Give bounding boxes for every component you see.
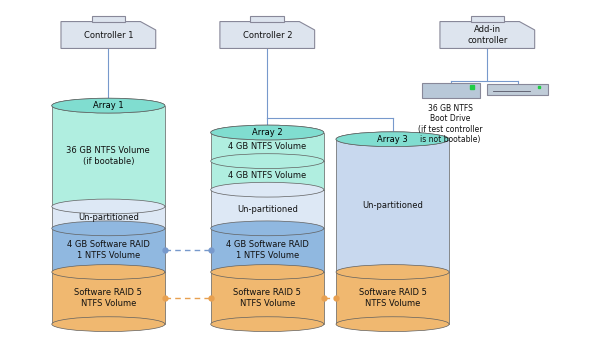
- Bar: [336, 139, 449, 272]
- Ellipse shape: [336, 132, 449, 147]
- Ellipse shape: [211, 125, 324, 140]
- Text: Array 1: Array 1: [93, 101, 123, 110]
- Text: Un-partitioned: Un-partitioned: [362, 201, 423, 210]
- Text: 36 GB NTFS
Boot Drive
(if test controller
is not bootable): 36 GB NTFS Boot Drive (if test controlle…: [418, 104, 483, 144]
- Text: Un-partitioned: Un-partitioned: [237, 204, 298, 214]
- Bar: [52, 206, 165, 228]
- Text: Un-partitioned: Un-partitioned: [78, 213, 139, 222]
- Text: Add-in
controller: Add-in controller: [467, 25, 508, 45]
- Bar: [470, 16, 504, 22]
- Ellipse shape: [336, 317, 449, 332]
- Ellipse shape: [211, 125, 324, 140]
- Ellipse shape: [336, 132, 449, 147]
- Text: 4 GB Software RAID
1 NTFS Volume: 4 GB Software RAID 1 NTFS Volume: [226, 240, 309, 260]
- Ellipse shape: [52, 265, 165, 279]
- Ellipse shape: [336, 265, 449, 279]
- Text: Controller 1: Controller 1: [84, 31, 133, 40]
- Text: Software RAID 5
NTFS Volume: Software RAID 5 NTFS Volume: [233, 288, 301, 308]
- Ellipse shape: [211, 221, 324, 236]
- Bar: [211, 272, 324, 324]
- Text: Controller 2: Controller 2: [243, 31, 292, 40]
- Bar: [488, 84, 548, 95]
- Bar: [251, 16, 284, 22]
- Text: 36 GB NTFS Volume
(if bootable): 36 GB NTFS Volume (if bootable): [66, 146, 150, 166]
- Ellipse shape: [52, 199, 165, 214]
- Bar: [211, 133, 324, 161]
- Text: 4 GB NTFS Volume: 4 GB NTFS Volume: [228, 171, 306, 180]
- Text: 4 GB NTFS Volume: 4 GB NTFS Volume: [228, 142, 306, 151]
- Bar: [52, 228, 165, 272]
- Text: 4 GB Software RAID
1 NTFS Volume: 4 GB Software RAID 1 NTFS Volume: [67, 240, 150, 260]
- Bar: [336, 272, 449, 324]
- Polygon shape: [440, 22, 535, 48]
- Ellipse shape: [52, 98, 165, 113]
- Bar: [91, 16, 125, 22]
- Ellipse shape: [52, 221, 165, 236]
- Text: Software RAID 5
NTFS Volume: Software RAID 5 NTFS Volume: [359, 288, 427, 308]
- Text: Software RAID 5
NTFS Volume: Software RAID 5 NTFS Volume: [74, 288, 142, 308]
- Ellipse shape: [211, 154, 324, 168]
- Ellipse shape: [211, 317, 324, 332]
- Bar: [211, 228, 324, 272]
- Polygon shape: [61, 22, 156, 48]
- Ellipse shape: [211, 182, 324, 197]
- Bar: [52, 272, 165, 324]
- Bar: [52, 106, 165, 206]
- Polygon shape: [220, 22, 314, 48]
- Ellipse shape: [211, 265, 324, 279]
- Ellipse shape: [52, 98, 165, 113]
- Text: Array 2: Array 2: [252, 128, 282, 137]
- Bar: [211, 161, 324, 190]
- Bar: [422, 83, 480, 98]
- Bar: [211, 190, 324, 228]
- Text: Array 3: Array 3: [377, 135, 408, 144]
- Ellipse shape: [52, 317, 165, 332]
